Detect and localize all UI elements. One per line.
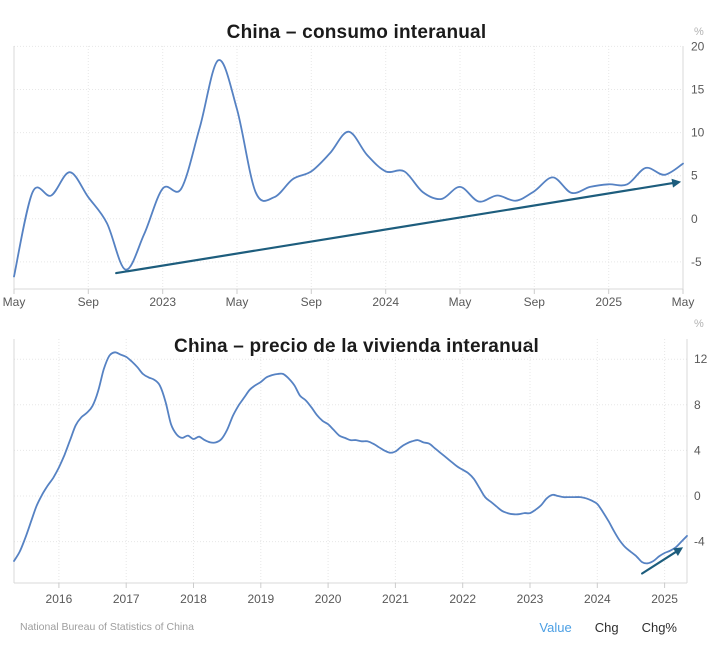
trend-arrow-head — [671, 178, 682, 188]
y-tick-label: 0 — [694, 489, 701, 503]
x-tick-label: May — [672, 295, 695, 309]
x-tick-label: 2017 — [113, 592, 140, 606]
x-tick-label: 2024 — [372, 295, 399, 309]
y-tick-label: 12 — [694, 352, 708, 366]
x-tick-label: 2022 — [449, 592, 476, 606]
precio-vivienda-chart: 2016 2017 2018 2019 2020 2021 2022 2023 2024 2025… — [13, 339, 708, 606]
x-tick-label: Sep — [524, 295, 546, 309]
y-tick-label: 20 — [691, 39, 705, 53]
house-price-chart-title: China – precio de la vivienda interanual — [174, 336, 539, 357]
y-tick-label: -5 — [691, 255, 702, 269]
x-tick-label: 2023 — [149, 295, 176, 309]
x-tick-label: 2020 — [315, 592, 342, 606]
x-tick-label: 2025 — [651, 592, 678, 606]
chg-toggle-button[interactable]: Chg — [594, 620, 619, 635]
y-tick-label: 8 — [694, 398, 701, 412]
trend-arrow — [640, 547, 682, 575]
x-tick-label: 2023 — [517, 592, 544, 606]
chg-percent-toggle-button[interactable]: Chg% — [641, 620, 677, 635]
x-tick-label: Sep — [301, 295, 323, 309]
series-line — [13, 59, 684, 278]
x-tick-label: 2019 — [247, 592, 274, 606]
house-price-chart-unit: % — [694, 318, 704, 330]
x-tick-label: 2016 — [46, 592, 73, 606]
trend-arrow-head — [673, 547, 684, 556]
x-tick-label: 2024 — [584, 592, 611, 606]
series-line — [13, 351, 688, 565]
series-mode-toggle: Value Chg Chg% — [539, 620, 677, 635]
x-tick-label: 2025 — [595, 295, 622, 309]
consumption-chart-title: China – consumo interanual — [226, 22, 487, 43]
x-tick-label: May — [3, 295, 26, 309]
trend-arrow — [115, 181, 680, 275]
consumption-chart-unit: % — [694, 26, 704, 38]
value-toggle-button[interactable]: Value — [539, 620, 572, 635]
consumo-interanual-chart: May Sep 2023 May Sep 2024 May Sep 2025 May -5 0 5 10 1… — [3, 39, 705, 309]
source-attribution: National Bureau of Statistics of China — [20, 621, 194, 633]
x-tick-label: May — [226, 295, 249, 309]
x-tick-label: May — [449, 295, 472, 309]
y-tick-label: -4 — [694, 535, 705, 549]
y-tick-label: 5 — [691, 169, 698, 183]
y-tick-label: 0 — [691, 212, 698, 226]
x-tick-label: Sep — [78, 295, 100, 309]
y-tick-label: 10 — [691, 126, 705, 140]
y-tick-label: 4 — [694, 443, 701, 457]
y-tick-label: 15 — [691, 83, 705, 97]
x-tick-label: 2021 — [382, 592, 409, 606]
x-tick-label: 2018 — [180, 592, 207, 606]
